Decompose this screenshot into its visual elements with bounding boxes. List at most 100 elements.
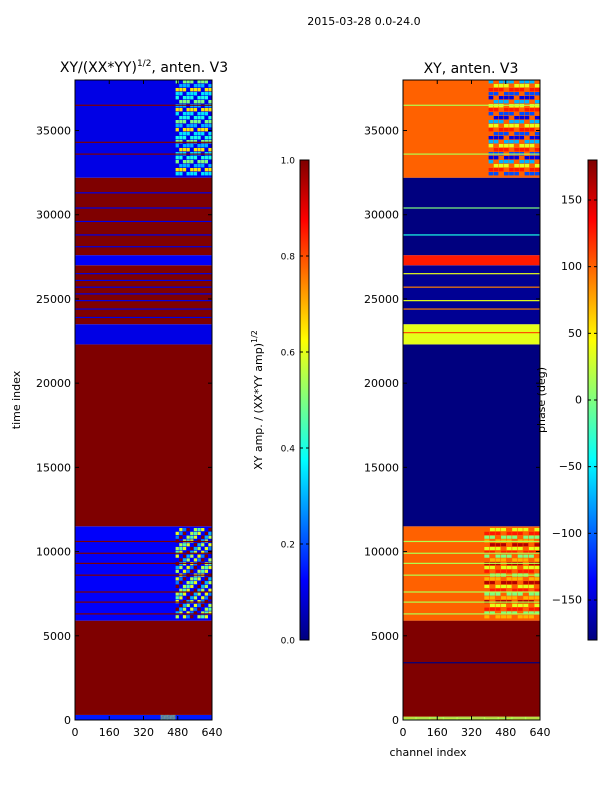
heatmap-cell [208, 136, 212, 140]
heatmap-cell [524, 140, 530, 144]
heatmap-stripe [75, 192, 212, 194]
heatmap-stripe [403, 308, 540, 310]
heatmap-cell [501, 565, 507, 570]
heatmap-cell [186, 80, 190, 84]
heatmap-cell [489, 611, 495, 615]
heatmap-cell [504, 92, 509, 96]
heatmap-cell [495, 531, 501, 536]
heatmap-stripe [403, 540, 540, 543]
heatmap-cell [504, 156, 509, 160]
heatmap-cell [193, 124, 198, 128]
heatmap-cell [519, 160, 525, 164]
heatmap-cell [179, 546, 183, 551]
heatmap-cell [514, 120, 519, 124]
heatmap-cell [197, 577, 201, 581]
heatmap-band [75, 265, 212, 325]
heatmap-cell [201, 132, 205, 136]
heatmap-stripe [75, 273, 212, 275]
heatmap-cell [512, 596, 518, 600]
heatmap-cell [193, 603, 198, 608]
heatmap-cell [190, 80, 194, 84]
y-tick-label: 5000 [371, 630, 399, 643]
heatmap-cell [504, 84, 509, 88]
heatmap-cell [529, 108, 535, 112]
panel-phase-yticks: 0 5000 10000 15000 20000 25000 30000 35000 [364, 125, 540, 727]
heatmap-cell [519, 88, 525, 92]
heatmap-cell [179, 164, 183, 168]
heatmap-cell [208, 164, 212, 168]
heatmap-cell [193, 596, 198, 600]
heatmap-cell [498, 136, 504, 140]
heatmap-cell [534, 148, 540, 152]
heatmap-cell [509, 160, 514, 164]
heatmap-cell [488, 92, 494, 96]
heatmap-cell [186, 596, 190, 600]
heatmap-stripe [75, 220, 212, 223]
heatmap-cell [506, 554, 512, 558]
heatmap-cell [534, 607, 540, 611]
heatmap-cell [197, 96, 201, 100]
heatmap-cell [193, 136, 198, 140]
heatmap-cell [534, 172, 540, 176]
colorbar-amplitude-label: XY amp. / (XX*YY amp)1/2 [250, 330, 265, 470]
heatmap-cell [512, 581, 518, 585]
heatmap-stripe [403, 552, 540, 554]
panel-phase-xticks: 0 160 320 480 640 [400, 80, 551, 739]
heatmap-cell [208, 611, 212, 615]
panel-amplitude-title-main: XY/(XX*YY) [60, 60, 137, 76]
colorbar-tick-label: 0.6 [281, 349, 296, 359]
heatmap-cell [204, 577, 208, 581]
heatmap-cell [534, 168, 540, 172]
heatmap-cell [534, 565, 540, 570]
heatmap-cell [193, 164, 198, 168]
heatmap-cell [201, 160, 205, 164]
heatmap-cell [208, 124, 212, 128]
heatmap-cell [484, 535, 490, 539]
panel-amplitude-title: XY/(XX*YY)1/2, anten. V3 [60, 59, 228, 76]
heatmap-cell [208, 565, 212, 570]
heatmap-cell [534, 124, 540, 128]
heatmap-cell [175, 546, 179, 551]
heatmap-cell [175, 140, 179, 144]
heatmap-cell [201, 611, 205, 615]
heatmap-cell [186, 96, 190, 100]
heatmap-cell [524, 100, 530, 104]
heatmap-cell [175, 168, 179, 172]
heatmap-cell [519, 164, 525, 168]
heatmap-cell [179, 596, 183, 600]
heatmap-stripe [75, 279, 212, 282]
heatmap-cell [504, 148, 509, 152]
heatmap-cell [493, 136, 499, 140]
heatmap-cell [190, 531, 194, 536]
heatmap-cell [204, 615, 208, 619]
heatmap-cell [509, 124, 514, 128]
heatmap-cell [519, 112, 525, 116]
heatmap-cell [186, 603, 190, 608]
heatmap-cell [182, 584, 187, 589]
colorbar-phase-label: phase (deg) [535, 367, 548, 433]
heatmap-cell [204, 554, 208, 558]
heatmap-cell [517, 558, 523, 562]
heatmap-cell [484, 531, 490, 536]
heatmap-cell [488, 112, 494, 116]
heatmap-cell [175, 577, 179, 581]
heatmap-cell [179, 592, 183, 596]
heatmap-cell [501, 550, 507, 554]
y-tick-label: 20000 [36, 377, 71, 390]
panel-phase-title: XY, anten. V3 [424, 61, 519, 77]
heatmap-cell [488, 108, 494, 112]
y-tick-label: 10000 [36, 546, 71, 559]
heatmap-cell [204, 550, 208, 554]
heatmap-cell [208, 100, 212, 104]
heatmap-cell [524, 128, 530, 132]
heatmap-cell [529, 96, 535, 100]
heatmap-cell [484, 577, 490, 581]
heatmap-cell [208, 140, 212, 144]
heatmap-cell [186, 116, 190, 120]
heatmap-cell [504, 144, 509, 148]
heatmap-cell [182, 148, 187, 152]
heatmap-cell [197, 148, 201, 152]
heatmap-cell [175, 80, 179, 84]
heatmap-cell [182, 136, 187, 140]
